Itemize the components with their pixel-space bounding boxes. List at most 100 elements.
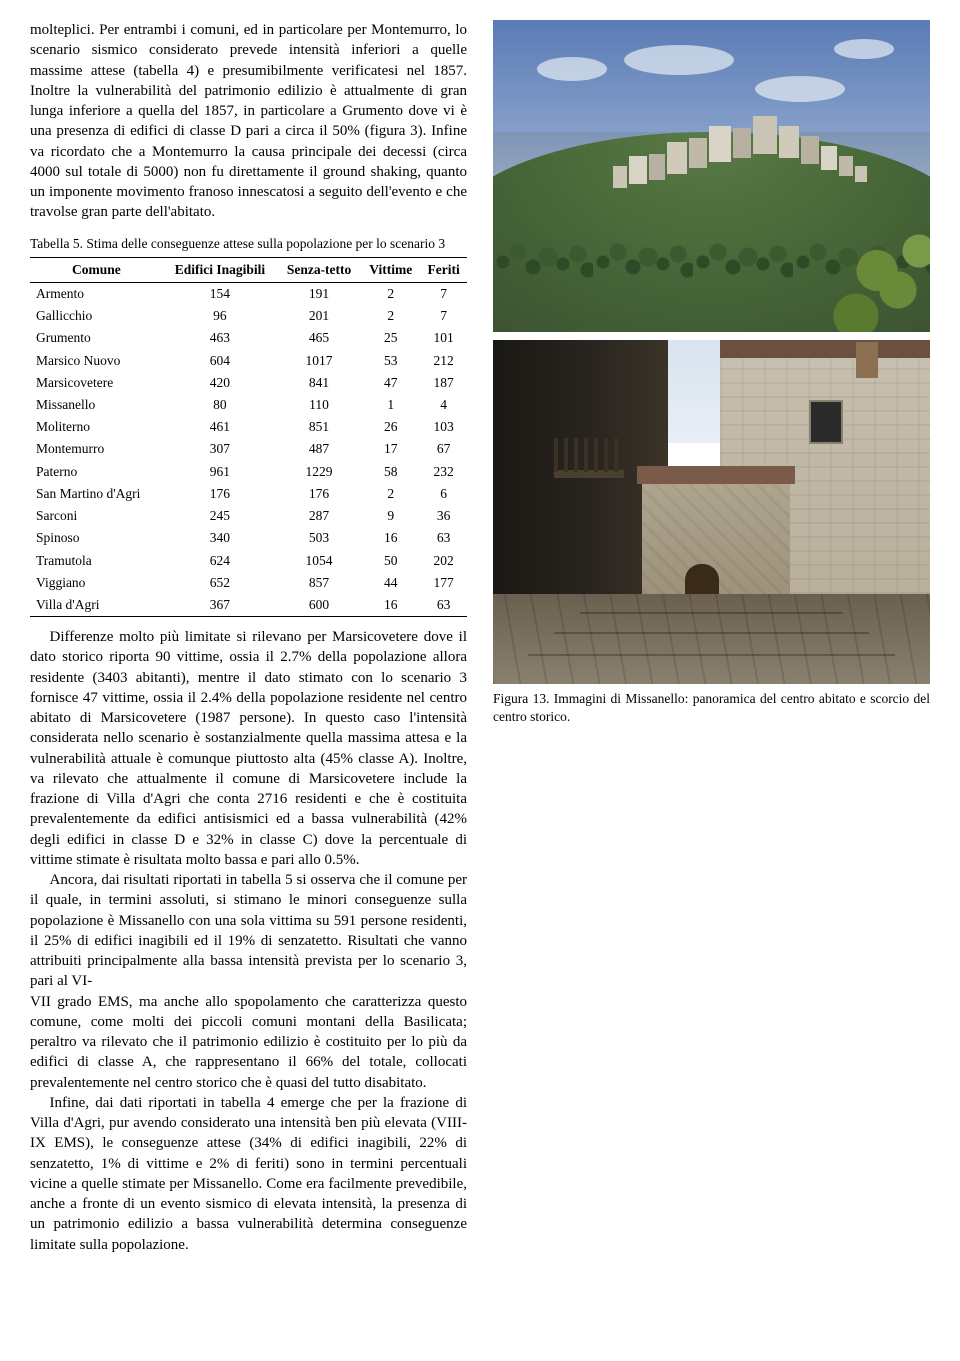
figure-caption: Figura 13. Immagini di Missanello: panor… <box>493 690 930 726</box>
table-cell: 1054 <box>277 550 361 572</box>
table-cell: 487 <box>277 438 361 460</box>
table-cell: 17 <box>361 438 420 460</box>
table-cell: Viggiano <box>30 572 163 594</box>
table-cell: 463 <box>163 327 277 349</box>
table-cell: 1017 <box>277 350 361 372</box>
table-cell: 287 <box>277 505 361 527</box>
table-cell: 63 <box>420 594 467 617</box>
table-cell: 80 <box>163 394 277 416</box>
table-cell: Sarconi <box>30 505 163 527</box>
table-cell: 7 <box>420 305 467 327</box>
table-row: Tramutola624105450202 <box>30 550 467 572</box>
table-cell: 101 <box>420 327 467 349</box>
table-cell: 245 <box>163 505 277 527</box>
table-cell: 201 <box>277 305 361 327</box>
table-cell: Villa d'Agri <box>30 594 163 617</box>
table-row: Sarconi245287936 <box>30 505 467 527</box>
body-paragraph: molteplici. Per entrambi i comuni, ed in… <box>30 20 467 223</box>
table-cell: 652 <box>163 572 277 594</box>
table-cell: 154 <box>163 282 277 305</box>
table-cell: Missanello <box>30 394 163 416</box>
body-paragraph: Differenze molto più limitate si rilevan… <box>30 627 467 870</box>
table-cell: Grumento <box>30 327 163 349</box>
table-cell: Montemurro <box>30 438 163 460</box>
table-5: Comune Edifici Inagibili Senza-tetto Vit… <box>30 257 467 618</box>
table-row: Villa d'Agri3676001663 <box>30 594 467 617</box>
table-row: Moliterno46185126103 <box>30 416 467 438</box>
table-cell: 1229 <box>277 461 361 483</box>
table-row: Viggiano65285744177 <box>30 572 467 594</box>
table-cell: 9 <box>361 505 420 527</box>
table-cell: 232 <box>420 461 467 483</box>
table-cell: 461 <box>163 416 277 438</box>
table-cell: Tramutola <box>30 550 163 572</box>
table-cell: 465 <box>277 327 361 349</box>
table-cell: 36 <box>420 505 467 527</box>
table-row: Marsico Nuovo604101753212 <box>30 350 467 372</box>
table-cell: 16 <box>361 594 420 617</box>
table-cell: 7 <box>420 282 467 305</box>
col-header: Comune <box>30 257 163 282</box>
table-cell: 202 <box>420 550 467 572</box>
table-cell: 110 <box>277 394 361 416</box>
table-cell: Marsicovetere <box>30 372 163 394</box>
table-cell: 16 <box>361 527 420 549</box>
table-cell: 26 <box>361 416 420 438</box>
table-cell: 340 <box>163 527 277 549</box>
table-cell: 58 <box>361 461 420 483</box>
table-cell: 2 <box>361 282 420 305</box>
table-cell: 6 <box>420 483 467 505</box>
body-paragraph: Ancora, dai risultati riportati in tabel… <box>30 870 467 992</box>
table-cell: 53 <box>361 350 420 372</box>
table-row: Armento15419127 <box>30 282 467 305</box>
table-cell: 47 <box>361 372 420 394</box>
table-cell: Moliterno <box>30 416 163 438</box>
table-cell: 50 <box>361 550 420 572</box>
table-cell: 191 <box>277 282 361 305</box>
table-row: Missanello8011014 <box>30 394 467 416</box>
table-row: Montemurro3074871767 <box>30 438 467 460</box>
col-header: Vittime <box>361 257 420 282</box>
table-cell: 2 <box>361 483 420 505</box>
table-cell: 177 <box>420 572 467 594</box>
table-cell: 212 <box>420 350 467 372</box>
table-cell: 63 <box>420 527 467 549</box>
table-cell: 857 <box>277 572 361 594</box>
table-row: Paterno961122958232 <box>30 461 467 483</box>
table-cell: 67 <box>420 438 467 460</box>
col-header: Edifici Inagibili <box>163 257 277 282</box>
table-header-row: Comune Edifici Inagibili Senza-tetto Vit… <box>30 257 467 282</box>
table-cell: 187 <box>420 372 467 394</box>
table-cell: 420 <box>163 372 277 394</box>
table-row: Marsicovetere42084147187 <box>30 372 467 394</box>
table-cell: 841 <box>277 372 361 394</box>
col-header: Senza-tetto <box>277 257 361 282</box>
col-header: Feriti <box>420 257 467 282</box>
table-cell: 44 <box>361 572 420 594</box>
table-cell: 851 <box>277 416 361 438</box>
table-cell: 25 <box>361 327 420 349</box>
table-cell: 604 <box>163 350 277 372</box>
table-cell: 503 <box>277 527 361 549</box>
figure-13-photo-panorama <box>493 20 930 332</box>
table-cell: Marsico Nuovo <box>30 350 163 372</box>
table-cell: 2 <box>361 305 420 327</box>
table-cell: 4 <box>420 394 467 416</box>
body-paragraph: Infine, dai dati riportati in tabella 4 … <box>30 1093 467 1255</box>
table-cell: 961 <box>163 461 277 483</box>
table-cell: 367 <box>163 594 277 617</box>
table-cell: 96 <box>163 305 277 327</box>
figure-13-photo-alley <box>493 340 930 684</box>
table-row: Grumento46346525101 <box>30 327 467 349</box>
table-cell: 1 <box>361 394 420 416</box>
table-cell: Paterno <box>30 461 163 483</box>
table-row: Spinoso3405031663 <box>30 527 467 549</box>
table-cell: 600 <box>277 594 361 617</box>
table-cell: 624 <box>163 550 277 572</box>
table-cell: Gallicchio <box>30 305 163 327</box>
table-cell: 307 <box>163 438 277 460</box>
table-cell: Spinoso <box>30 527 163 549</box>
table-caption: Tabella 5. Stima delle conseguenze attes… <box>30 235 467 253</box>
body-paragraph: VII grado EMS, ma anche allo spopolament… <box>30 992 467 1093</box>
table-cell: 176 <box>277 483 361 505</box>
